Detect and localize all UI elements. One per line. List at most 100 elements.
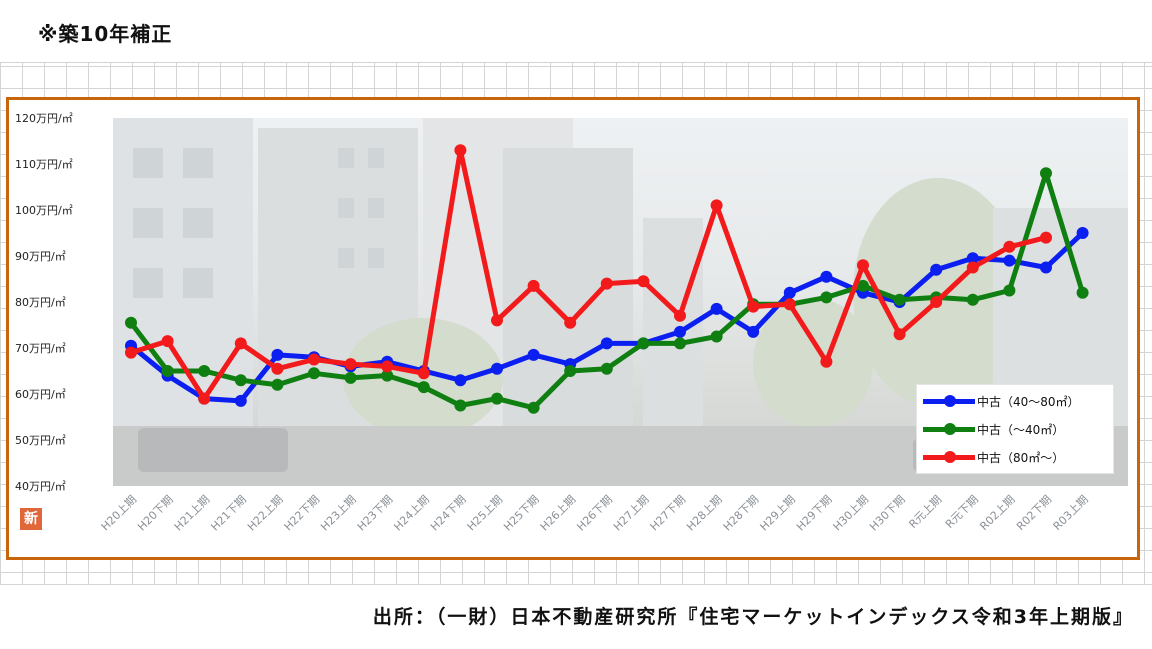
data-point — [381, 360, 394, 373]
x-tick-label: H24下期 — [428, 493, 469, 534]
x-tick-label: H22上期 — [245, 493, 286, 534]
data-point — [491, 392, 503, 405]
y-tick-label: 70万円/㎡ — [15, 342, 66, 355]
data-point — [893, 293, 906, 306]
x-tick-label: H27下期 — [648, 493, 689, 534]
y-tick-label: 120万円/㎡ — [15, 112, 73, 125]
data-point — [600, 337, 613, 350]
data-point — [637, 275, 650, 288]
chart-legend: 中古（40～80㎡） 中古（～40㎡） 中古（80㎡～） — [916, 384, 1114, 474]
data-point — [930, 296, 943, 308]
data-point — [893, 328, 906, 341]
data-point — [454, 144, 467, 157]
data-point — [710, 330, 723, 343]
data-point — [308, 367, 320, 380]
data-point — [417, 381, 430, 394]
data-point — [527, 279, 540, 292]
y-tick-label: 40万円/㎡ — [15, 480, 66, 493]
x-tick-label: H30下期 — [867, 493, 908, 534]
data-point — [417, 367, 430, 380]
data-point — [1040, 261, 1052, 274]
x-tick-label: H30上期 — [831, 493, 872, 534]
data-point — [930, 263, 943, 276]
y-tick-label: 100万円/㎡ — [15, 204, 73, 217]
x-tick-label: R02下期 — [1014, 493, 1054, 533]
data-point — [271, 348, 284, 361]
x-tick-label: R元下期 — [943, 493, 981, 531]
x-tick-label: H20上期 — [99, 493, 140, 534]
data-point — [637, 337, 650, 350]
x-tick-label: H24上期 — [391, 493, 432, 534]
x-tick-label: H28下期 — [721, 493, 762, 534]
data-point — [1076, 286, 1089, 299]
legend-label-red: 中古（80㎡～） — [977, 451, 1065, 465]
data-point — [820, 355, 833, 368]
data-point — [820, 270, 833, 283]
data-point — [454, 374, 467, 387]
data-point — [527, 401, 540, 414]
y-tick-label: 110万円/㎡ — [15, 158, 73, 171]
x-tick-label: H27上期 — [611, 493, 652, 534]
data-point — [674, 337, 686, 350]
x-tick-label: H22下期 — [282, 493, 323, 534]
x-tick-label: H25上期 — [465, 493, 506, 534]
x-tick-label: H28上期 — [684, 493, 725, 534]
data-point — [527, 348, 540, 361]
data-point — [125, 316, 137, 329]
y-tick-label: 50万円/㎡ — [15, 434, 66, 447]
x-tick-label: H25下期 — [501, 493, 542, 534]
data-point — [674, 325, 686, 338]
data-point — [1040, 231, 1052, 244]
data-point — [710, 199, 723, 212]
legend-item-blue: 中古（40～80㎡） — [917, 391, 1113, 411]
source-row — [0, 584, 1152, 649]
data-point — [1040, 167, 1052, 180]
data-point — [125, 346, 137, 359]
data-point — [674, 309, 686, 322]
data-point — [308, 353, 320, 366]
legend-label-blue: 中古（40～80㎡） — [977, 395, 1080, 409]
x-tick-label: H21上期 — [172, 493, 213, 534]
data-point — [600, 362, 613, 375]
data-point — [710, 302, 723, 315]
legend-item-red: 中古（80㎡～） — [917, 447, 1113, 467]
x-tick-label: R03上期 — [1051, 493, 1091, 533]
data-point — [857, 259, 869, 272]
shin-logo-icon: 新 — [20, 508, 42, 530]
x-tick-label: R元上期 — [906, 493, 944, 531]
data-point — [820, 291, 833, 304]
data-point — [454, 399, 467, 412]
x-tick-label: H23下期 — [355, 493, 396, 534]
data-point — [491, 314, 503, 327]
data-point — [966, 293, 979, 306]
data-point — [234, 394, 247, 407]
data-point — [271, 362, 284, 375]
y-tick-label: 80万円/㎡ — [15, 296, 66, 309]
data-point — [966, 261, 979, 274]
note-text: ※築10年補正 — [38, 22, 173, 46]
data-point — [234, 337, 247, 350]
series-line-2 — [130, 147, 1047, 402]
data-point — [783, 286, 796, 299]
y-tick-label: 60万円/㎡ — [15, 388, 66, 401]
legend-item-green: 中古（～40㎡） — [917, 419, 1113, 439]
data-point — [1003, 240, 1016, 253]
data-point — [344, 358, 357, 371]
data-point — [198, 392, 211, 405]
data-point — [344, 371, 357, 384]
data-point — [747, 325, 760, 338]
x-tick-label: H29下期 — [794, 493, 835, 534]
data-point — [198, 365, 211, 377]
data-point — [564, 316, 577, 329]
series-line-0 — [129, 231, 1085, 404]
data-point — [1003, 254, 1016, 267]
source-caption: 出所：（一財）日本不動産研究所『住宅マーケットインデックス令和3年上期版』 — [372, 606, 1134, 628]
data-point — [161, 335, 174, 348]
x-tick-label: H23上期 — [318, 493, 359, 534]
data-point — [1003, 284, 1016, 297]
data-point — [1076, 227, 1089, 239]
y-tick-label: 90万円/㎡ — [15, 250, 66, 263]
data-point — [271, 378, 284, 391]
x-tick-label: H26下期 — [574, 493, 615, 534]
